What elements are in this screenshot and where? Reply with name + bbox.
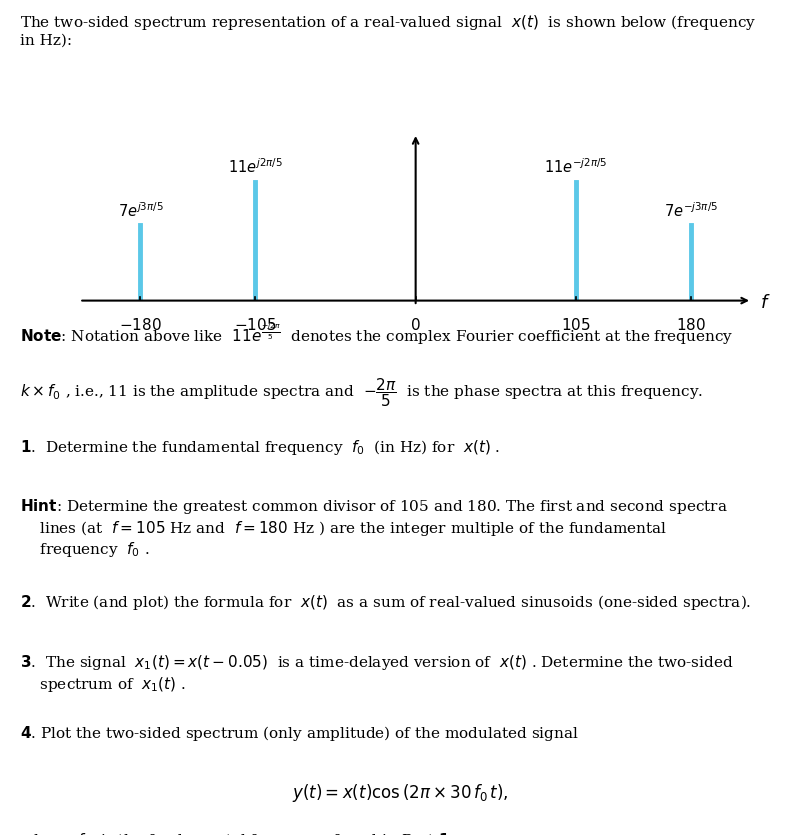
Text: $-105$: $-105$ [234,316,276,333]
Text: $\mathbf{2}$.  Write (and plot) the formula for  $x(t)$  as a sum of real-valued: $\mathbf{2}$. Write (and plot) the formu… [20,593,751,612]
Text: $\mathbf{1}$.  Determine the fundamental frequency  $f_0$  (in Hz) for  $x(t)$ .: $\mathbf{1}$. Determine the fundamental … [20,438,500,458]
Text: $11e^{j2\pi/5}$: $11e^{j2\pi/5}$ [228,158,282,176]
Text: $11e^{-j2\pi/5}$: $11e^{-j2\pi/5}$ [545,158,608,176]
Text: $\mathbf{Note}$: Notation above like  $11e^{\frac{-j2\pi}{5}}$  denotes the comp: $\mathbf{Note}$: Notation above like $11… [20,321,734,347]
Text: The two-sided spectrum representation of a real-valued signal  $x(t)$  is shown : The two-sided spectrum representation of… [20,13,756,48]
Text: $\mathbf{Hint}$: Determine the greatest common divisor of 105 and 180. The first: $\mathbf{Hint}$: Determine the greatest … [20,497,728,559]
Text: $-180$: $-180$ [119,316,162,333]
Text: $y(t)=x(t)\cos\left(2\pi\times 30\,f_0\,t\right),$: $y(t)=x(t)\cos\left(2\pi\times 30\,f_0\,… [292,782,508,804]
Text: $\mathbf{3}$.  The signal  $x_1(t)=x(t-0.05)$  is a time-delayed version of  $x(: $\mathbf{3}$. The signal $x_1(t)=x(t-0.0… [20,653,734,694]
Text: $f$: $f$ [760,294,770,311]
Text: $180$: $180$ [676,316,706,333]
Text: $\mathbf{4}$. Plot the two-sided spectrum (only amplitude) of the modulated sign: $\mathbf{4}$. Plot the two-sided spectru… [20,724,579,743]
Text: $7e^{j3\pi/5}$: $7e^{j3\pi/5}$ [118,201,163,220]
Text: where  $f_0$  is the fundamental frequency found in Part $\mathbf{1}$.: where $f_0$ is the fundamental frequency… [20,831,454,835]
Text: $105$: $105$ [562,316,591,333]
Text: $0$: $0$ [410,316,421,333]
Text: $k\times f_0$ , i.e., 11 is the amplitude spectra and  $-\dfrac{2\pi}{5}$  is th: $k\times f_0$ , i.e., 11 is the amplitud… [20,376,703,408]
Text: $7e^{-j3\pi/5}$: $7e^{-j3\pi/5}$ [664,201,718,220]
